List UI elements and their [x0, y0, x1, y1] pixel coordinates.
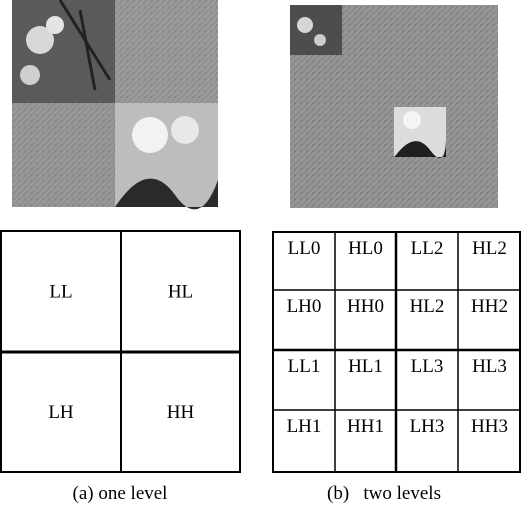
image-one-level [12, 0, 218, 209]
cell-label: HL1 [348, 356, 383, 377]
cell-label: LH0 [287, 296, 322, 317]
cell-label: LL0 [288, 238, 321, 259]
cell-label: HL0 [348, 238, 383, 259]
cell-label: HH0 [347, 296, 384, 317]
cell-label: HL2 [472, 238, 507, 259]
cell-label: LL2 [411, 238, 444, 259]
cell-label: HH3 [471, 416, 508, 437]
grid-one-level [1, 231, 240, 472]
figure: (a) one level (b) two levels LL HL LH HH LL0… [0, 0, 521, 507]
cell-label: HL [168, 282, 193, 303]
caption: (a) one level [73, 483, 168, 504]
cell-label: HL2 [410, 296, 445, 317]
cell-label: HH [167, 402, 195, 423]
cell-label: LH1 [287, 416, 322, 437]
caption: (b) two levels [327, 483, 441, 504]
image-two-levels [290, 5, 498, 208]
cell-label: LL1 [288, 356, 321, 377]
cell-label: LL [49, 282, 72, 303]
cell-label: HH2 [471, 296, 508, 317]
cell-label: LL3 [411, 356, 444, 377]
cell-label: LH [48, 402, 74, 423]
cell-label: LH3 [410, 416, 445, 437]
cell-label: HL3 [472, 356, 507, 377]
cell-label: HH1 [347, 416, 384, 437]
